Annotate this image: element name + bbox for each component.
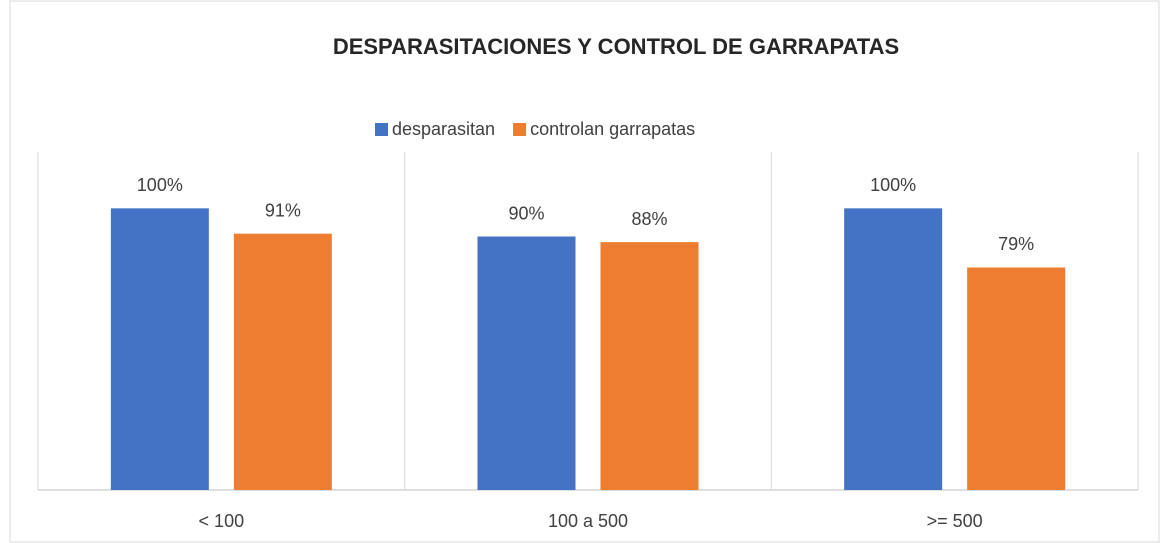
data-label: 100% (137, 175, 183, 195)
chart-title: DESPARASITACIONES Y CONTROL DE GARRAPATA… (333, 34, 899, 59)
x-tick-label: 100 a 500 (548, 511, 628, 531)
legend-swatch (513, 123, 527, 136)
legend-label: desparasitan (392, 119, 495, 139)
data-label: 79% (998, 234, 1034, 254)
bar (477, 236, 576, 490)
data-label: 90% (508, 203, 544, 223)
x-tick-label: < 100 (199, 511, 245, 531)
x-tick-label: >= 500 (927, 511, 983, 531)
bar (233, 233, 332, 490)
data-label: 91% (265, 200, 301, 220)
legend-label: controlan garrapatas (530, 119, 695, 139)
bar (844, 208, 943, 491)
bar (967, 267, 1066, 490)
data-label: 100% (870, 175, 916, 195)
bar (600, 242, 699, 490)
legend-swatch (375, 123, 388, 136)
bar (110, 208, 209, 491)
data-label: 88% (631, 209, 667, 229)
